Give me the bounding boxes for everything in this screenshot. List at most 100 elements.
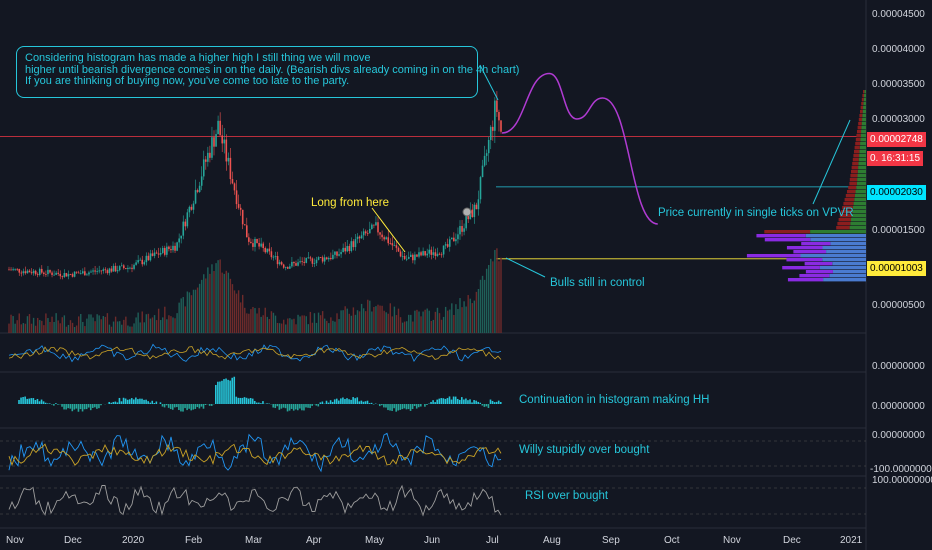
histogram-bar (442, 398, 445, 404)
candle-body (28, 270, 31, 273)
price-tick: 0.00003500 (872, 79, 925, 90)
vp-bar-up (860, 134, 866, 138)
volume-bar (264, 307, 266, 333)
histogram-bar (260, 403, 262, 404)
candle-body (354, 239, 357, 248)
volume-bar (100, 319, 102, 333)
volume-bar (457, 309, 459, 333)
histogram-bar (251, 398, 254, 404)
candle-body (143, 262, 146, 265)
volume-bar (135, 317, 137, 333)
histogram-bar (38, 401, 41, 404)
volume-bar (469, 298, 471, 333)
histogram-bar (141, 398, 143, 404)
volume-bar (283, 319, 285, 333)
candle-body (332, 254, 334, 259)
candle-body (110, 268, 113, 272)
candle-body (307, 257, 310, 259)
volume-bar (422, 311, 424, 333)
candle-body (182, 221, 185, 236)
candle-body (194, 190, 197, 204)
histogram-bar (276, 404, 279, 407)
candle-body (280, 262, 283, 265)
histogram-bar (319, 402, 322, 404)
volume-bar (453, 314, 455, 333)
volume-bar (291, 319, 293, 333)
volume-bar (248, 313, 250, 333)
candle-body (461, 226, 463, 232)
volume-bar (235, 293, 238, 333)
volume-bar (78, 316, 80, 333)
histogram-bar (485, 404, 488, 407)
volume-bar (32, 317, 35, 333)
histogram-bar (44, 402, 47, 404)
vp-bar-down (850, 174, 858, 178)
histogram-bar (180, 404, 182, 412)
volume-bar (123, 319, 125, 333)
volume-bar (147, 313, 150, 333)
candle-body (289, 266, 291, 269)
volume-bar (340, 310, 342, 333)
volume-bar (428, 310, 430, 333)
volume-bar (227, 272, 230, 333)
price-tick: 0.00001500 (872, 225, 925, 236)
volume-bar (176, 313, 178, 333)
volume-bar (45, 313, 47, 333)
candle-body (299, 261, 301, 263)
candle-body (248, 237, 250, 242)
vp-bar-down (852, 158, 859, 162)
candle-body (84, 271, 86, 276)
volume-bar (131, 326, 133, 333)
momentum-signal (8, 346, 502, 360)
candle-body (192, 203, 195, 210)
histogram-bar (237, 397, 240, 404)
histogram-bar (489, 399, 492, 404)
vp-bar-up (862, 118, 866, 122)
histogram-bar (333, 399, 336, 404)
candle-body (500, 120, 502, 132)
volume-bar (16, 320, 18, 333)
histogram-bar (219, 381, 221, 404)
candle-body (188, 206, 191, 213)
histogram-bar (192, 404, 195, 410)
candle-body (276, 256, 279, 265)
candle-body (123, 265, 125, 269)
histogram-bar (491, 400, 494, 404)
histogram-bar (487, 404, 490, 408)
volume-bar (188, 292, 191, 333)
volume-bar (395, 315, 398, 333)
volume-bar (447, 310, 449, 333)
candle-body (131, 267, 133, 269)
histogram-bar (169, 404, 172, 410)
candle-body (32, 270, 35, 274)
histogram-bar (133, 399, 135, 404)
volume-bar (194, 289, 197, 333)
histogram-bar (307, 404, 309, 408)
candle-body (69, 274, 72, 275)
histogram-bar (454, 396, 457, 404)
candle-body (129, 267, 131, 269)
candle-body (241, 209, 244, 225)
histogram-bar (96, 404, 98, 409)
vp-bar-up (857, 174, 866, 178)
volume-bar (209, 273, 211, 333)
vp-bar-down (858, 122, 862, 126)
histogram-bar (32, 398, 35, 404)
candle-body (364, 231, 367, 234)
vp-bar-down (841, 210, 853, 214)
yellow-level-tag: 0.00001003 (867, 261, 926, 276)
vp-bar-up (856, 186, 866, 190)
candle-body (116, 270, 119, 272)
vp-bar-down (849, 178, 858, 182)
volume-bar (55, 313, 57, 333)
analysis-callout: Considering histogram has made a higher … (16, 46, 519, 98)
candle-body (492, 126, 494, 131)
candle-body (440, 254, 443, 256)
volume-bar (278, 323, 281, 333)
candle-body (371, 224, 373, 230)
histogram-bar (223, 379, 225, 404)
volume-bar (410, 314, 412, 333)
candle-body (448, 239, 451, 247)
volume-bar (367, 299, 369, 333)
